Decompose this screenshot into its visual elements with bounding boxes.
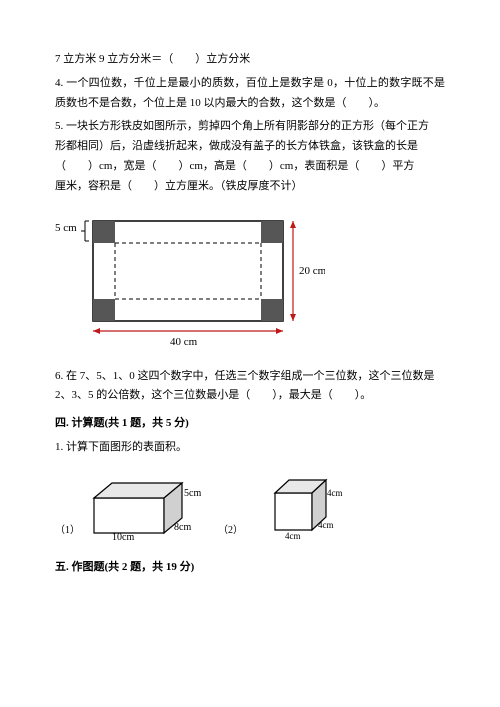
corner-tr	[261, 221, 283, 243]
q5-line-b: 形都相同）后，沿虚线折起来，做成没有盖子的长方体铁盒，该铁盒的长是	[55, 137, 445, 157]
label-40cm: 40 cm	[170, 336, 198, 348]
cuboid-8cm: 8cm	[174, 522, 191, 533]
page-content: 7 立方米 9 立方分米＝（ ）立方分米 4. 一个四位数，千位上是最小的质数，…	[0, 0, 500, 602]
q6-line-a: 6. 在 7、5、1、0 这四个数字中，任选三个数字组成一个三位数，这个三位数是	[55, 367, 445, 387]
cube-4cm-a: 4cm	[327, 488, 343, 498]
dim-40-arrow-right	[276, 328, 283, 334]
cube-4cm-b: 4cm	[285, 531, 301, 540]
dim-40-arrow-left	[93, 328, 100, 334]
corner-bl	[93, 299, 115, 321]
q5-line-c: （ ）cm，宽是（ ）cm，高是（ ）cm，表面积是（ ）平方	[55, 157, 445, 177]
dim-20-arrow-top	[290, 221, 296, 228]
cuboid-front	[94, 498, 164, 533]
figure-rectangle-sheet: 5 cm 20 cm 40 cm	[55, 209, 445, 349]
cube-front	[275, 493, 312, 530]
cube-svg: 4cm 4cm 4cm	[267, 468, 347, 540]
corner-tl	[93, 221, 115, 243]
q3-text: 7 立方米 9 立方分米＝（ ）立方分米	[55, 50, 445, 70]
bracket-5cm	[81, 221, 89, 241]
q5-line-d: 厘米，容积是（ ）立方厘米。（铁皮厚度不计）	[55, 177, 445, 197]
corner-br	[261, 299, 283, 321]
label-2: （2）	[218, 522, 243, 540]
sheet-svg: 5 cm 20 cm 40 cm	[55, 209, 325, 349]
cube-4cm-c: 4cm	[318, 520, 334, 530]
cuboid-group: （1） 5cm 8cm 10cm （2）	[55, 468, 243, 540]
cuboid-svg: 5cm 8cm 10cm	[84, 468, 214, 540]
dim-20-arrow-bottom	[290, 314, 296, 321]
label-1: （1）	[55, 522, 80, 540]
q6-line-b: 2、3、5 的公倍数，这个三位数最小是（ ），最大是（ ）。	[55, 386, 445, 406]
cuboid-5cm: 5cm	[184, 488, 201, 499]
cuboid-10cm: 10cm	[112, 532, 134, 540]
section4-title: 四. 计算题(共 1 题，共 5 分)	[55, 414, 445, 434]
figure-solids: （1） 5cm 8cm 10cm （2） 4cm 4cm 4cm	[55, 468, 445, 540]
label-5cm: 5 cm	[55, 222, 77, 234]
section5-title: 五. 作图题(共 2 题，共 19 分)	[55, 558, 445, 578]
section4-q1: 1. 计算下面图形的表面积。	[55, 438, 445, 458]
q5-line-a: 5. 一块长方形铁皮如图所示，剪掉四个角上所有阴影部分的正方形（每个正方	[55, 117, 445, 137]
outer-rect	[93, 221, 283, 321]
q4-text: 4. 一个四位数，千位上是最小的质数，百位上是数字是 0，十位上的数字既不是质数…	[55, 74, 445, 114]
label-20cm: 20 cm	[299, 265, 325, 277]
